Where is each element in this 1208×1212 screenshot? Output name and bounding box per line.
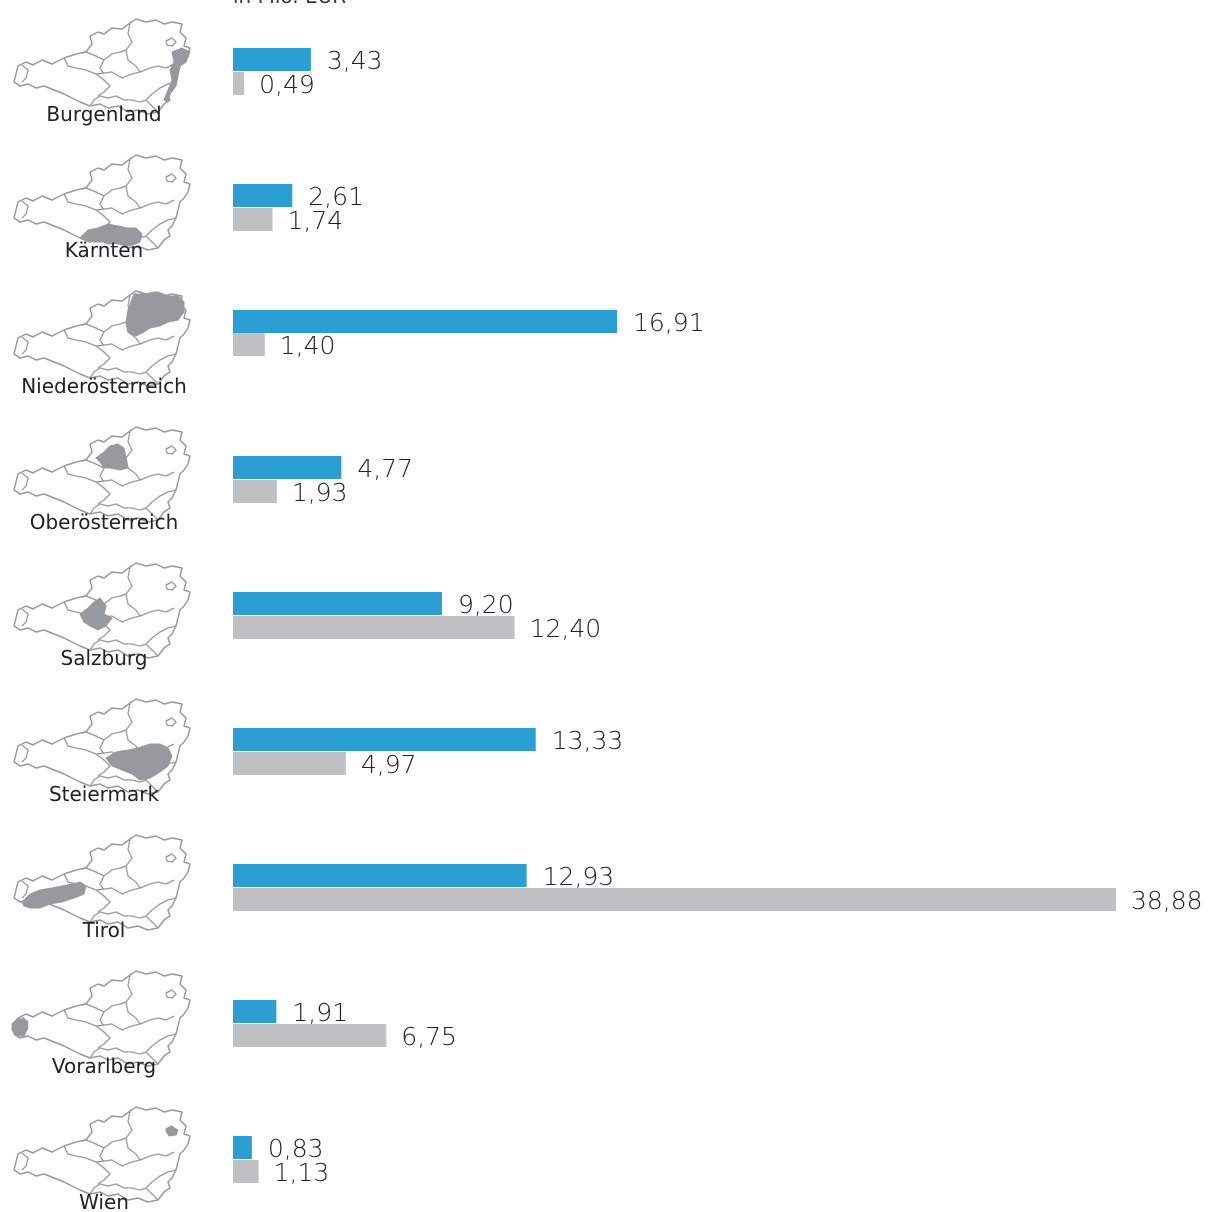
data-label-series-1: 0,83 [268,1134,324,1163]
region-highlight [165,1126,179,1137]
bar-series-1 [233,864,527,887]
bar-series-1 [233,48,311,71]
bar-series-1 [233,1136,252,1159]
austria-map-icon [13,18,191,115]
data-label-series-2: 6,75 [401,1022,457,1051]
category-label: Oberösterreich [30,510,179,534]
category-label: Wien [79,1190,129,1212]
austria-map-outline [13,426,191,523]
data-label-series-2: 4,97 [361,750,417,779]
data-label-series-1: 9,20 [458,590,514,619]
austria-map-icon [13,562,191,659]
data-label-series-2: 1,40 [280,331,336,360]
data-label-series-1: 16,91 [633,308,705,337]
bar-series-1 [233,728,536,751]
category-label: Niederösterreich [21,374,187,398]
austria-map-icon [13,154,191,251]
austria-map-icon [13,698,191,795]
bar-series-2 [233,72,245,95]
data-label-series-1: 4,77 [357,454,413,483]
region-highlight [79,597,113,631]
bar-series-1 [233,592,442,615]
data-label-series-1: 1,91 [292,998,348,1027]
bar-series-1 [233,184,293,207]
austria-map-icon [13,1106,191,1203]
bar-series-2 [233,1024,387,1047]
data-label-series-2: 1,93 [292,478,348,507]
bar-series-2 [233,333,265,356]
data-label-series-1: 3,43 [327,46,383,75]
bar-series-2 [233,752,346,775]
austria-map-icon [13,834,191,931]
region-highlight [11,1017,29,1037]
region-highlight [79,223,143,247]
region-highlight [105,743,173,781]
region-highlight [95,443,129,471]
austria-map-icon [11,970,191,1067]
category-label: Burgenland [46,102,161,126]
bar-series-1 [233,310,618,333]
bar-series-2 [233,480,277,503]
region-highlight [21,881,87,909]
region-highlight [163,47,191,103]
data-label-series-1: 2,61 [308,182,364,211]
austria-map-outline [13,1106,191,1203]
data-label-series-1: 13,33 [552,726,624,755]
data-label-series-2: 12,40 [530,614,602,643]
austria-map-outline [13,970,191,1067]
region-highlight [125,291,185,337]
category-label: Tirol [82,918,126,942]
category-label: Salzburg [61,646,148,670]
category-label: Vorarlberg [52,1054,156,1078]
category-label: Steiermark [49,782,160,806]
austria-map-outline [13,834,191,931]
data-label-series-2: 38,88 [1131,886,1203,915]
unit-label: in Mio. EUR [233,0,346,8]
austria-map-icon [13,290,191,387]
category-label: Kärnten [65,238,143,262]
bar-series-2 [233,616,515,639]
austria-map-icon [13,426,191,523]
bar-series-2 [233,888,1116,911]
bar-series-2 [233,1160,259,1183]
data-label-series-2: 0,49 [259,70,315,99]
bar-series-1 [233,456,342,479]
data-label-series-2: 1,13 [274,1158,330,1187]
data-label-series-1: 12,93 [543,862,615,891]
bar-series-2 [233,208,273,231]
bar-series-1 [233,1000,277,1023]
data-label-series-2: 1,74 [288,206,344,235]
